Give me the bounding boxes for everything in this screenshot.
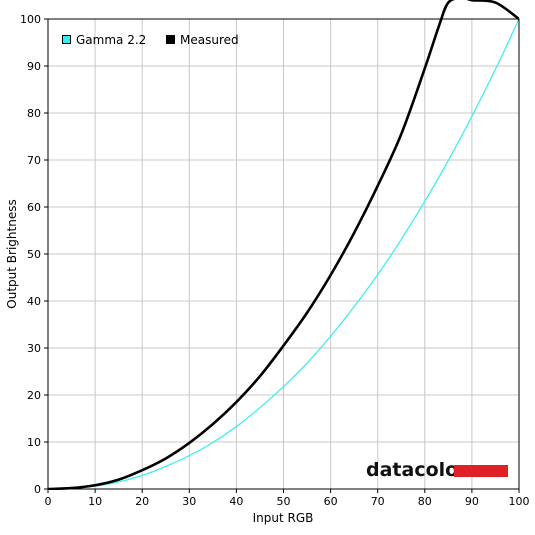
series-line-gamma-2-2 (48, 18, 519, 490)
datacolor-logo: datacolor (366, 459, 508, 481)
plot-frame (47, 18, 520, 490)
legend: Gamma 2.2 Measured (62, 33, 239, 47)
x-tick-label: 80 (418, 495, 432, 508)
y-tick-label: 100 (20, 13, 41, 26)
x-tick-label: 70 (371, 495, 385, 508)
tick-labels: 0 10 20 30 40 50 60 70 80 90 100 0 10 20 30 40 50 60 70 80 9… (20, 13, 530, 508)
y-tick-label: 0 (34, 483, 41, 496)
x-tick-label: 90 (465, 495, 479, 508)
grid (48, 19, 519, 489)
x-axis-title: Input RGB (253, 511, 314, 525)
x-tick-label: 30 (182, 495, 196, 508)
y-tick-label: 60 (27, 201, 41, 214)
y-tick-label: 40 (27, 295, 41, 308)
legend-swatch (62, 35, 71, 44)
y-tick-label: 30 (27, 342, 41, 355)
y-tick-label: 90 (27, 60, 41, 73)
y-axis-title: Output Brightness (5, 199, 19, 308)
y-tick-label: 20 (27, 389, 41, 402)
series-lines (48, 0, 519, 490)
legend-swatch (166, 35, 175, 44)
x-tick-label: 60 (324, 495, 338, 508)
x-tick-label: 0 (45, 495, 52, 508)
x-tick-label: 10 (88, 495, 102, 508)
x-tick-label: 20 (135, 495, 149, 508)
y-tick-label: 10 (27, 436, 41, 449)
y-tick-label: 80 (27, 107, 41, 120)
x-tick-label: 50 (277, 495, 291, 508)
legend-label: Measured (180, 33, 239, 47)
x-tick-label: 100 (509, 495, 530, 508)
x-tick-label: 40 (229, 495, 243, 508)
logo-red-bar (454, 465, 508, 477)
legend-label: Gamma 2.2 (76, 33, 146, 47)
series-line-measured (48, 0, 519, 490)
y-tick-label: 70 (27, 154, 41, 167)
y-tick-label: 50 (27, 248, 41, 261)
logo-text: datacolor (366, 459, 468, 481)
